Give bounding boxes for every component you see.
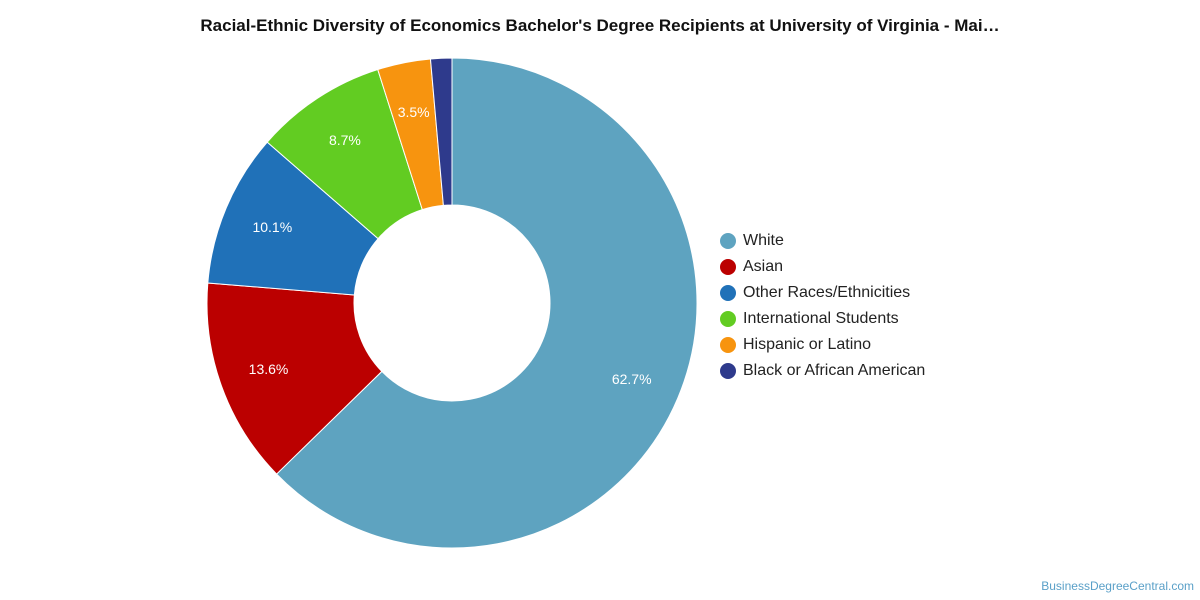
chart-legend: White Asian Other Races/Ethnicities Interna… — [720, 228, 925, 384]
legend-item[interactable]: Hispanic or Latino — [720, 332, 925, 358]
legend-item[interactable]: White — [720, 228, 925, 254]
slice-white[interactable] — [275, 57, 698, 549]
slice-asian[interactable] — [206, 282, 383, 475]
legend-label: Other Races/Ethnicities — [743, 284, 911, 301]
legend-label: Hispanic or Latino — [743, 336, 872, 353]
legend-item[interactable]: Black or African American — [720, 358, 925, 384]
legend-label: Black or African American — [743, 362, 926, 379]
legend-item[interactable]: Asian — [720, 254, 925, 280]
legend-dot-icon — [720, 259, 736, 275]
slice-data-label: 10.1% — [252, 219, 292, 235]
legend-dot-icon — [720, 337, 736, 353]
slice-data-label: 8.7% — [329, 132, 361, 148]
legend-label: International Students — [743, 310, 899, 327]
legend-label: White — [743, 232, 784, 249]
legend-dot-icon — [720, 285, 736, 301]
legend-dot-icon — [720, 233, 736, 249]
slice-data-label: 3.5% — [398, 104, 430, 120]
slice-data-label: 62.7% — [612, 371, 652, 387]
slice-data-label: 13.6% — [249, 361, 289, 377]
legend-item[interactable]: Other Races/Ethnicities — [720, 280, 925, 306]
legend-dot-icon — [720, 363, 736, 379]
source-credit[interactable]: BusinessDegreeCentral.com — [1041, 579, 1194, 593]
legend-label: Asian — [743, 258, 784, 275]
slice-black-or-african-american[interactable] — [429, 57, 453, 206]
legend-dot-icon — [720, 311, 736, 327]
chart-title: Racial-Ethnic Diversity of Economics Bac… — [200, 16, 1000, 35]
legend-item[interactable]: International Students — [720, 306, 925, 332]
